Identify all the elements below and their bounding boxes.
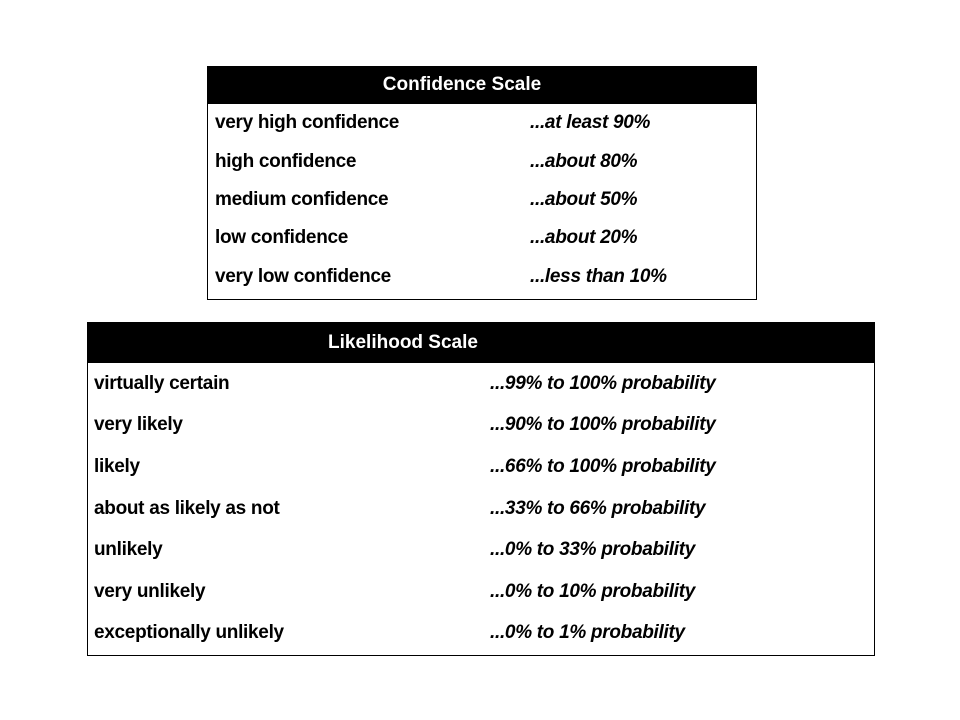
scale-term: very unlikely [94,580,206,602]
scale-meaning: ...0% to 10% probability [490,580,696,602]
scale-term: high confidence [215,150,357,172]
scale-meaning: ...33% to 66% probability [490,497,706,519]
table-row: likely ...66% to 100% probability [88,446,874,488]
scale-term: about as likely as not [94,497,280,519]
scale-meaning: ...90% to 100% probability [490,414,716,436]
table-header: Likelihood Scale [88,322,874,363]
table-header: Confidence Scale [208,66,756,104]
likelihood-table: Likelihood Scale virtually certain ...99% … [87,322,875,656]
scale-meaning: ...at least 90% [530,112,651,134]
scale-term: very low confidence [215,265,391,287]
scale-term: virtually certain [94,372,230,394]
scale-meaning: ...0% to 1% probability [490,622,685,644]
scale-meaning: ...about 80% [530,150,638,172]
scale-term: very likely [94,414,183,436]
scale-term: unlikely [94,539,163,561]
table-row: exceptionally unlikely ...0% to 1% probab… [88,613,874,655]
scale-term: medium confidence [215,188,389,210]
scale-meaning: ...less than 10% [530,265,667,287]
table-row: unlikely ...0% to 33% probability [88,529,874,571]
scale-term: very high confidence [215,112,400,134]
table-row: very low confidence ...less than 10% [208,258,756,296]
table-row: very unlikely ...0% to 10% probability [88,571,874,613]
scale-term: exceptionally unlikely [94,622,284,644]
scale-meaning: ...0% to 33% probability [490,539,696,561]
table-row: medium confidence ...about 50% [208,181,756,219]
scale-meaning: ...99% to 100% probability [490,372,716,394]
table-row: about as likely as not ...33% to 66% prob… [88,488,874,530]
scale-meaning: ...about 50% [530,188,638,210]
table-row: virtually certain ...99% to 100% probabil… [88,363,874,405]
scale-meaning: ...66% to 100% probability [490,455,716,477]
table-row: very high confidence ...at least 90% [208,104,756,142]
table-row: high confidence ...about 80% [208,142,756,180]
table-title: Likelihood Scale [328,331,478,353]
scale-meaning: ...about 20% [530,227,638,249]
scale-term: likely [94,455,140,477]
scale-term: low confidence [215,227,349,249]
confidence-table: Confidence Scale very high confidence ...a… [207,66,757,300]
table-row: very likely ...90% to 100% probability [88,405,874,447]
table-title: Confidence Scale [382,74,542,95]
table-row: low confidence ...about 20% [208,219,756,257]
